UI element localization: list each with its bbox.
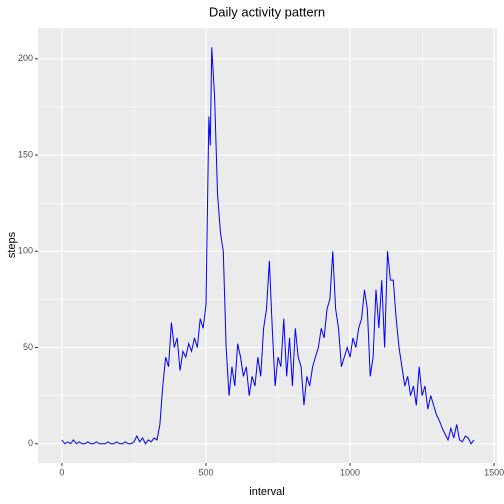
y-tick-label: 100 [18,246,33,256]
y-axis-label: steps [6,231,18,258]
y-tick-label: 0 [28,438,33,448]
x-axis-label: interval [249,486,284,498]
x-tick-label: 1500 [484,467,504,477]
y-tick-label: 150 [18,149,33,159]
x-tick-label: 500 [198,467,213,477]
y-tick-label: 50 [23,342,33,352]
chart-title: Daily activity pattern [209,4,325,19]
y-tick-label: 200 [18,53,33,63]
plot-panel [38,28,497,463]
data-line [61,47,475,445]
x-tick-label: 0 [59,467,64,477]
x-tick-label: 1000 [340,467,360,477]
